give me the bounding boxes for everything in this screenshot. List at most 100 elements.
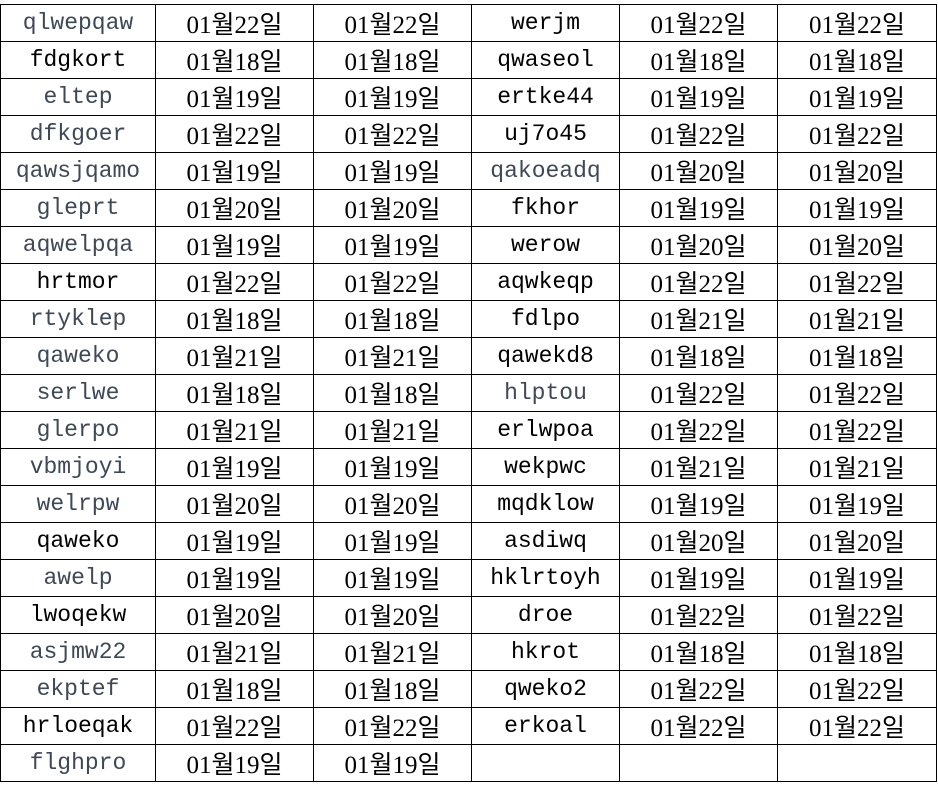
date-cell[interactable]: 01월21일 [313, 411, 472, 449]
name-cell[interactable]: lwoqekw [0, 596, 156, 634]
date-cell[interactable]: 01월18일 [155, 374, 314, 412]
name-cell[interactable]: serlwe [0, 374, 156, 412]
date-cell[interactable]: 01월22일 [155, 263, 314, 301]
name-cell[interactable]: qaweko [0, 522, 156, 560]
date-cell[interactable]: 01월20일 [619, 226, 778, 264]
name-cell[interactable]: gleprt [0, 189, 156, 227]
date-cell[interactable]: 01월19일 [619, 485, 778, 523]
date-cell[interactable]: 01월18일 [619, 41, 778, 79]
date-cell[interactable]: 01월19일 [619, 559, 778, 597]
name-cell[interactable]: qwaseol [471, 41, 620, 79]
date-cell[interactable]: 01월19일 [313, 448, 472, 486]
date-cell[interactable]: 01월22일 [619, 4, 778, 42]
date-cell[interactable]: 01월22일 [777, 115, 937, 153]
name-cell[interactable]: erkoal [471, 707, 620, 745]
date-cell[interactable]: 01월20일 [313, 189, 472, 227]
date-cell[interactable]: 01월19일 [777, 189, 937, 227]
date-cell[interactable]: 01월20일 [155, 485, 314, 523]
name-cell[interactable]: glerpo [0, 411, 156, 449]
date-cell[interactable]: 01월19일 [313, 744, 472, 782]
date-cell[interactable]: 01월18일 [155, 300, 314, 338]
name-cell[interactable]: rtyklep [0, 300, 156, 338]
name-cell[interactable] [471, 744, 620, 782]
date-cell[interactable]: 01월19일 [155, 152, 314, 190]
name-cell[interactable]: qaweko [0, 337, 156, 375]
name-cell[interactable]: ertke44 [471, 78, 620, 116]
date-cell[interactable]: 01월22일 [313, 115, 472, 153]
date-cell[interactable]: 01월22일 [619, 411, 778, 449]
date-cell[interactable]: 01월19일 [619, 189, 778, 227]
name-cell[interactable]: hkrot [471, 633, 620, 671]
name-cell[interactable]: eltep [0, 78, 156, 116]
date-cell[interactable]: 01월21일 [619, 300, 778, 338]
date-cell[interactable]: 01월22일 [155, 115, 314, 153]
name-cell[interactable]: werjm [471, 4, 620, 42]
date-cell[interactable]: 01월19일 [313, 152, 472, 190]
name-cell[interactable]: hrloeqak [0, 707, 156, 745]
date-cell[interactable]: 01월22일 [619, 115, 778, 153]
name-cell[interactable]: vbmjoyi [0, 448, 156, 486]
date-cell[interactable] [777, 744, 937, 782]
date-cell[interactable]: 01월20일 [619, 152, 778, 190]
date-cell[interactable]: 01월19일 [155, 78, 314, 116]
name-cell[interactable]: qawekd8 [471, 337, 620, 375]
date-cell[interactable]: 01월18일 [619, 633, 778, 671]
date-cell[interactable]: 01월20일 [313, 596, 472, 634]
name-cell[interactable]: ekptef [0, 670, 156, 708]
name-cell[interactable]: fdgkort [0, 41, 156, 79]
name-cell[interactable]: werow [471, 226, 620, 264]
name-cell[interactable]: fkhor [471, 189, 620, 227]
date-cell[interactable]: 01월21일 [155, 411, 314, 449]
date-cell[interactable]: 01월19일 [313, 522, 472, 560]
date-cell[interactable]: 01월19일 [777, 485, 937, 523]
date-cell[interactable]: 01월19일 [777, 78, 937, 116]
name-cell[interactable]: asdiwq [471, 522, 620, 560]
date-cell[interactable]: 01월22일 [619, 374, 778, 412]
date-cell[interactable]: 01월20일 [777, 522, 937, 560]
date-cell[interactable]: 01월19일 [155, 448, 314, 486]
date-cell[interactable]: 01월20일 [155, 596, 314, 634]
date-cell[interactable]: 01월22일 [619, 596, 778, 634]
name-cell[interactable]: qweko2 [471, 670, 620, 708]
date-cell[interactable]: 01월21일 [155, 633, 314, 671]
name-cell[interactable]: hrtmor [0, 263, 156, 301]
name-cell[interactable]: wekpwc [471, 448, 620, 486]
name-cell[interactable]: qlwepqaw [0, 4, 156, 42]
name-cell[interactable]: asjmw22 [0, 633, 156, 671]
name-cell[interactable]: uj7o45 [471, 115, 620, 153]
name-cell[interactable]: hklrtoyh [471, 559, 620, 597]
name-cell[interactable]: aqwelpqa [0, 226, 156, 264]
date-cell[interactable]: 01월18일 [313, 670, 472, 708]
date-cell[interactable]: 01월21일 [313, 633, 472, 671]
date-cell[interactable]: 01월18일 [155, 41, 314, 79]
name-cell[interactable]: awelp [0, 559, 156, 597]
name-cell[interactable]: erlwpoa [471, 411, 620, 449]
date-cell[interactable]: 01월22일 [155, 707, 314, 745]
date-cell[interactable]: 01월19일 [619, 78, 778, 116]
date-cell[interactable]: 01월22일 [313, 4, 472, 42]
date-cell[interactable]: 01월22일 [619, 670, 778, 708]
date-cell[interactable]: 01월18일 [313, 41, 472, 79]
date-cell[interactable]: 01월21일 [619, 448, 778, 486]
date-cell[interactable]: 01월21일 [155, 337, 314, 375]
name-cell[interactable]: fdlpo [471, 300, 620, 338]
date-cell[interactable]: 01월18일 [777, 337, 937, 375]
date-cell[interactable]: 01월20일 [313, 485, 472, 523]
date-cell[interactable]: 01월19일 [313, 78, 472, 116]
date-cell[interactable] [619, 744, 778, 782]
date-cell[interactable]: 01월22일 [777, 411, 937, 449]
name-cell[interactable]: qawsjqamo [0, 152, 156, 190]
date-cell[interactable]: 01월19일 [777, 559, 937, 597]
date-cell[interactable]: 01월22일 [313, 263, 472, 301]
name-cell[interactable]: qakoeadq [471, 152, 620, 190]
date-cell[interactable]: 01월19일 [155, 522, 314, 560]
date-cell[interactable]: 01월19일 [155, 744, 314, 782]
date-cell[interactable]: 01월22일 [777, 670, 937, 708]
date-cell[interactable]: 01월22일 [619, 707, 778, 745]
date-cell[interactable]: 01월19일 [313, 559, 472, 597]
name-cell[interactable]: flghpro [0, 744, 156, 782]
date-cell[interactable]: 01월19일 [155, 559, 314, 597]
name-cell[interactable]: welrpw [0, 485, 156, 523]
date-cell[interactable]: 01월18일 [313, 374, 472, 412]
date-cell[interactable]: 01월21일 [777, 300, 937, 338]
